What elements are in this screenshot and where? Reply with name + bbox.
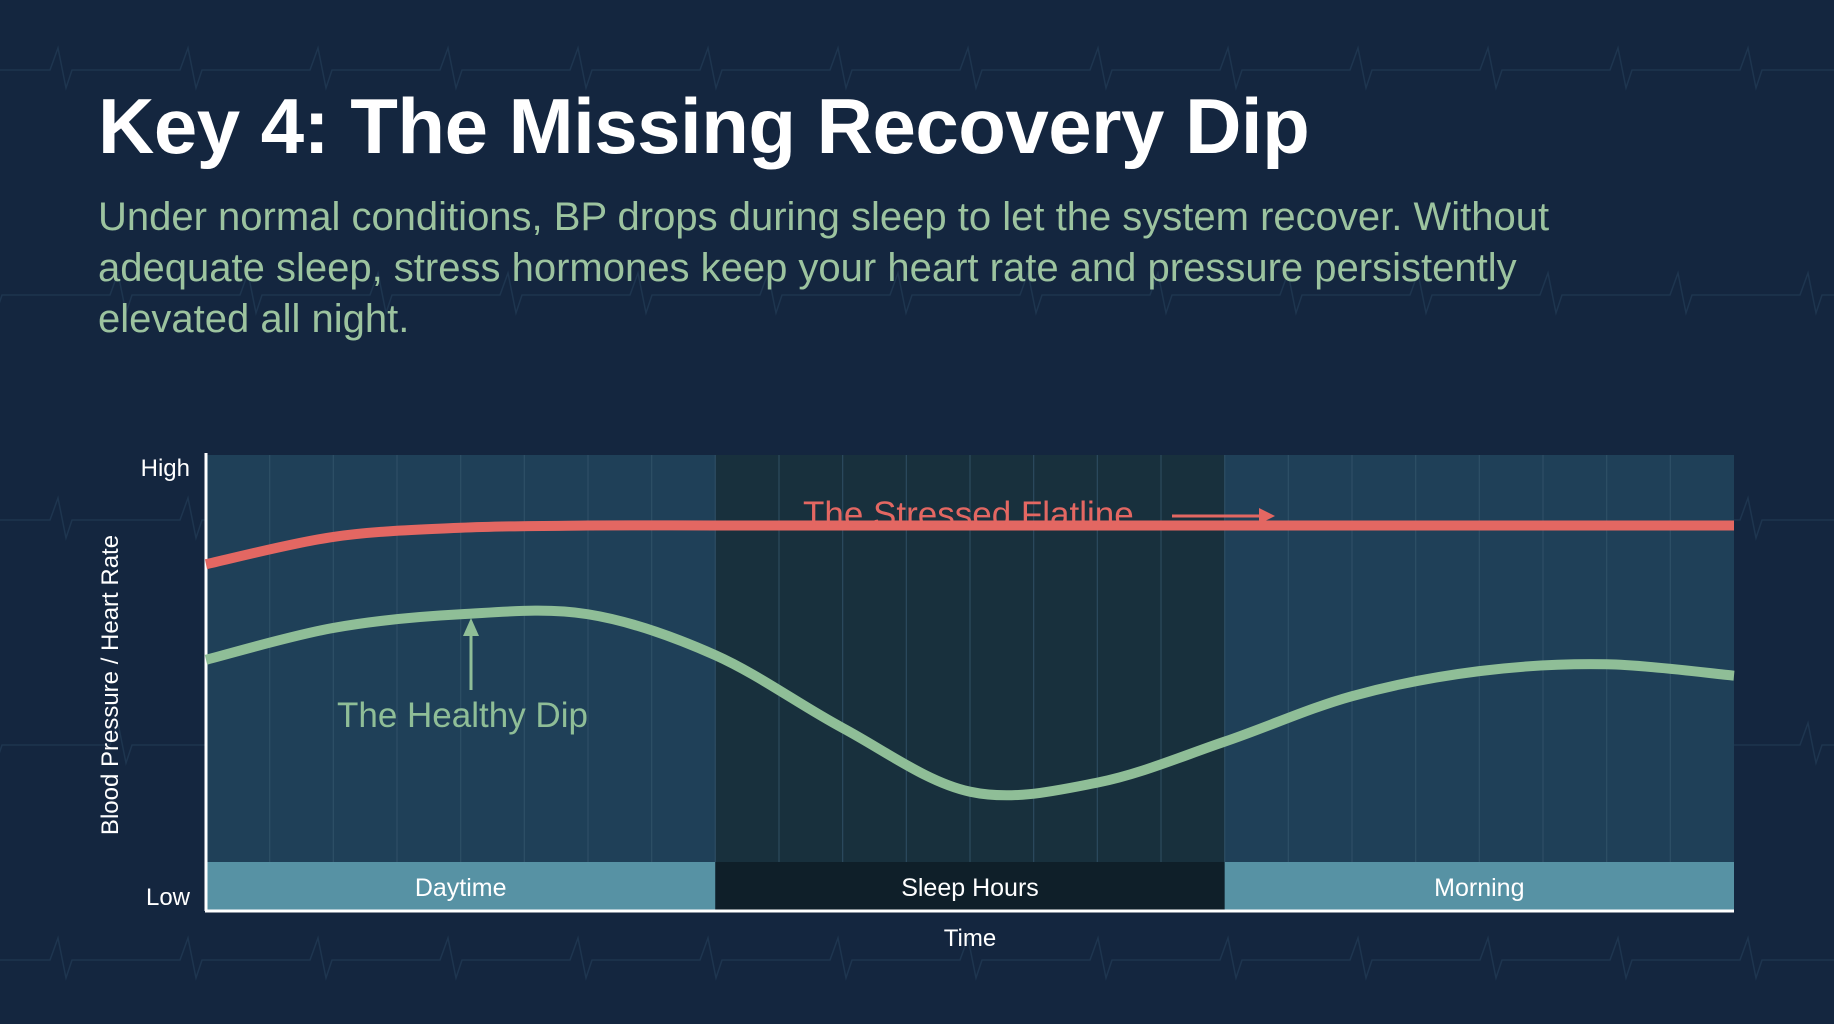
ecg-trace: [0, 935, 1834, 981]
healthy-arrow-head: [463, 618, 479, 636]
phase-label: Daytime: [415, 874, 507, 902]
page-subtitle: Under normal conditions, BP drops during…: [98, 195, 1550, 341]
axis-labels: High Low Blood Pressure / Heart Rate Time: [97, 455, 996, 952]
y-tick-high: High: [141, 455, 190, 482]
page-title: Key 4: The Missing Recovery Dip: [98, 82, 1310, 170]
x-axis-title: Time: [944, 925, 996, 952]
stressed-arrow-head: [1259, 508, 1275, 524]
axes: [204, 453, 1734, 913]
y-tick-low: Low: [146, 884, 191, 911]
healthy-dip-label: The Healthy Dip: [337, 696, 588, 735]
series-lines: [204, 520, 1735, 801]
y-axis-title: Blood Pressure / Heart Rate: [97, 535, 124, 835]
phase-bands: Daytime Sleep Hours Morning: [206, 862, 1734, 910]
healthy-dip-line: [204, 605, 1735, 801]
stressed-flatline-line: [204, 520, 1734, 570]
phase-band: [715, 862, 1225, 910]
ecg-trace: [0, 45, 1834, 91]
stressed-flatline-label: The Stressed Flatline: [803, 495, 1134, 534]
ecg-trace: [0, 270, 1834, 316]
phase-band: [1224, 862, 1734, 910]
phase-label: Morning: [1434, 874, 1524, 902]
phase-label: Sleep Hours: [901, 874, 1039, 902]
annotations: The Stressed Flatline The Healthy Dip: [337, 495, 1275, 735]
phase-band: [206, 862, 716, 910]
